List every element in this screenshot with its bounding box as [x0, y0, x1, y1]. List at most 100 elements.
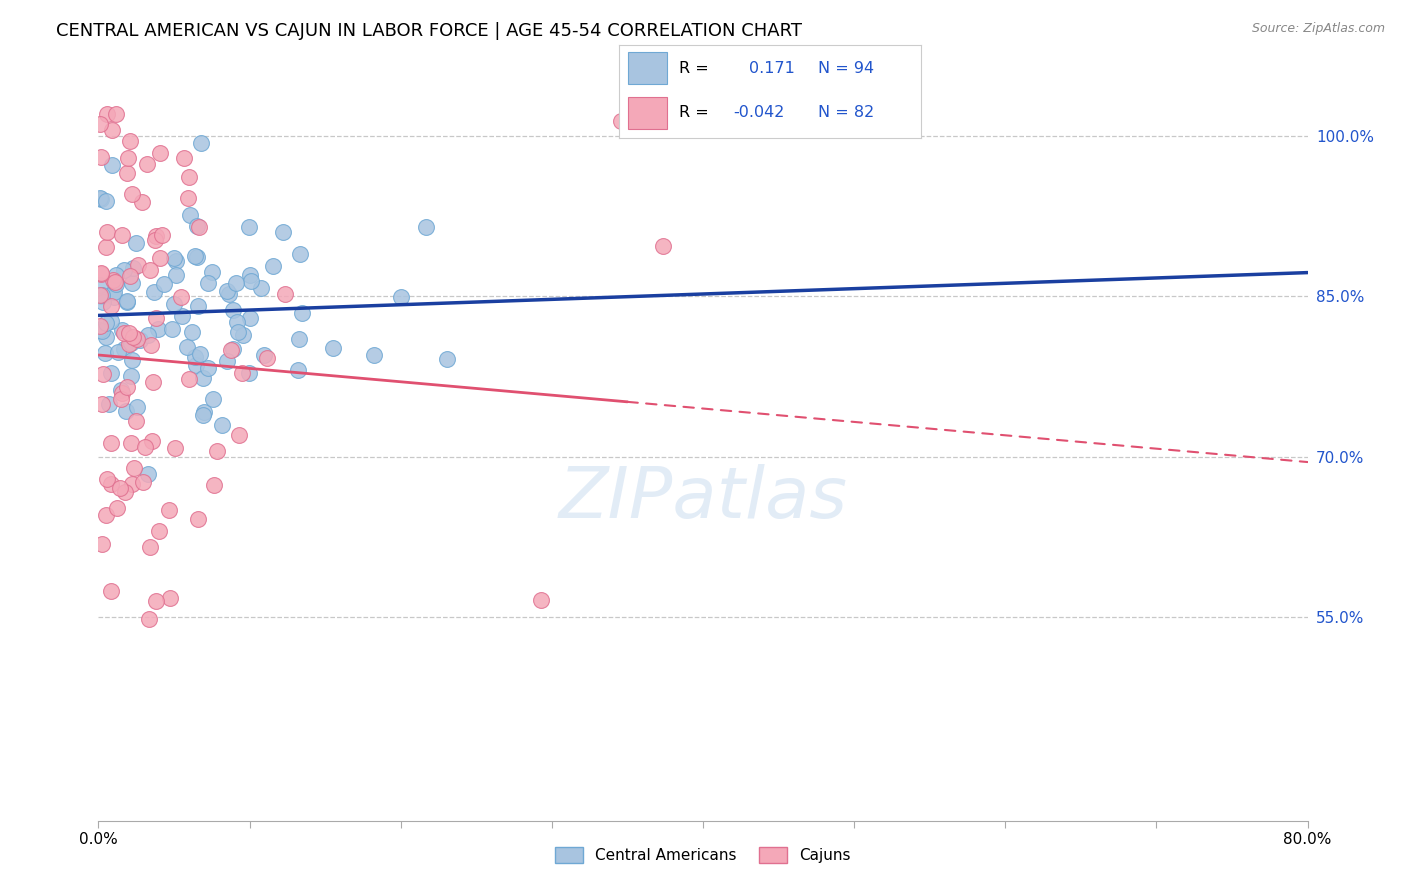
Point [112, 342, 135, 356]
Point [186, 512, 208, 526]
Point [176, 191, 198, 205]
Point [274, 287, 297, 301]
Point [262, 259, 284, 273]
Point [94, 330, 117, 344]
Point [238, 367, 260, 381]
Point [190, 136, 212, 150]
Point [139, 338, 162, 352]
Point [202, 392, 225, 407]
Point [138, 612, 160, 626]
Point [117, 380, 139, 394]
Point [101, 273, 124, 287]
Point [239, 310, 262, 325]
Point [145, 228, 167, 243]
Point [201, 265, 224, 279]
Point [101, 122, 124, 136]
Point [138, 328, 160, 343]
Point [170, 310, 193, 324]
Point [163, 441, 186, 455]
Point [89, 117, 111, 131]
Point [436, 352, 458, 367]
Point [271, 225, 294, 239]
Point [89, 278, 111, 293]
Point [651, 239, 673, 253]
Point [145, 311, 167, 326]
Point [145, 593, 167, 607]
Point [186, 250, 208, 264]
Point [122, 260, 145, 275]
Point [288, 247, 311, 261]
Point [146, 322, 169, 336]
Point [98, 397, 121, 411]
Point [184, 358, 207, 372]
Point [287, 363, 309, 377]
Point [153, 277, 176, 291]
Point [240, 274, 263, 288]
Point [217, 284, 239, 298]
Point [363, 347, 385, 361]
Point [110, 383, 132, 397]
Point [143, 233, 166, 247]
Point [232, 328, 254, 343]
Point [120, 336, 142, 351]
Point [250, 281, 273, 295]
Point [90, 266, 112, 280]
Point [100, 366, 122, 380]
Point [143, 285, 166, 299]
Point [94, 194, 117, 209]
Point [107, 344, 129, 359]
Point [96, 316, 118, 330]
Point [122, 330, 145, 344]
Point [96, 107, 118, 121]
Point [108, 481, 131, 495]
Point [136, 157, 159, 171]
Point [91, 294, 114, 309]
Point [187, 299, 209, 313]
Point [94, 346, 117, 360]
Point [127, 331, 149, 345]
Point [110, 385, 132, 400]
Point [89, 191, 111, 205]
Point [187, 219, 209, 234]
Point [104, 268, 127, 282]
Point [218, 286, 240, 301]
Point [163, 251, 186, 265]
Point [226, 325, 249, 339]
Point [93, 368, 115, 382]
Point [322, 341, 344, 355]
Point [121, 476, 143, 491]
Point [90, 536, 112, 550]
Text: CENTRAL AMERICAN VS CAJUN IN LABOR FORCE | AGE 45-54 CORRELATION CHART: CENTRAL AMERICAN VS CAJUN IN LABOR FORCE… [56, 22, 803, 40]
Point [142, 375, 165, 389]
Text: N = 94: N = 94 [818, 61, 875, 76]
FancyBboxPatch shape [627, 52, 666, 84]
FancyBboxPatch shape [627, 97, 666, 129]
Point [90, 324, 112, 338]
Point [163, 297, 186, 311]
Point [186, 219, 208, 233]
Point [131, 195, 153, 210]
Point [139, 263, 162, 277]
Point [118, 326, 141, 340]
Point [228, 427, 250, 442]
Point [89, 323, 111, 337]
Point [238, 219, 260, 234]
Point [100, 158, 122, 172]
Point [115, 166, 138, 180]
Point [389, 290, 412, 304]
Point [197, 277, 219, 291]
Point [179, 169, 201, 184]
Text: ZIPatlas: ZIPatlas [558, 464, 848, 533]
Point [110, 228, 132, 243]
Point [291, 305, 314, 319]
Point [415, 219, 437, 234]
Point [125, 400, 148, 414]
Point [103, 275, 125, 289]
Point [118, 268, 141, 283]
Point [181, 325, 204, 339]
Point [184, 249, 207, 263]
Text: R =: R = [679, 105, 709, 120]
Point [100, 436, 122, 450]
Point [90, 289, 112, 303]
Point [165, 253, 187, 268]
